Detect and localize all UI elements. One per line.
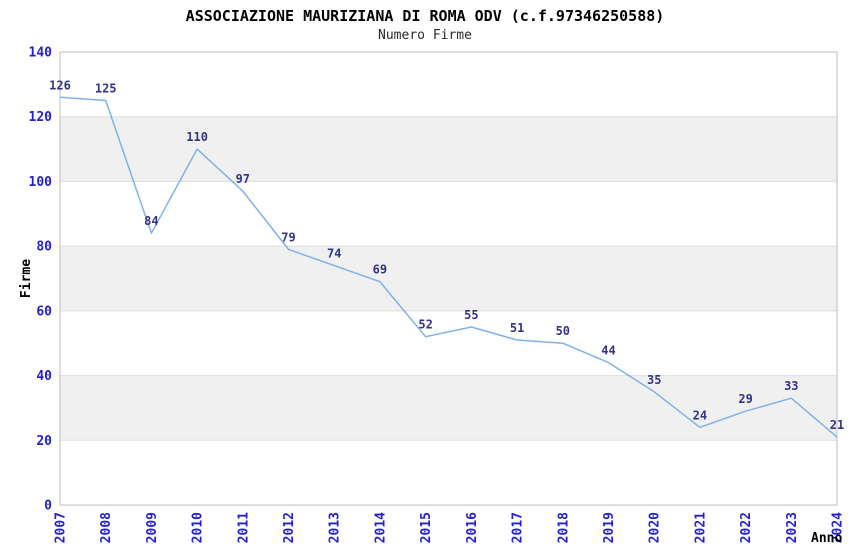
- x-tick-label: 2022: [739, 512, 754, 543]
- x-tick-label: 2017: [511, 512, 526, 543]
- data-label: 24: [693, 408, 707, 422]
- x-tick-label: 2011: [236, 512, 251, 543]
- data-label: 110: [186, 130, 208, 144]
- chart-title: ASSOCIAZIONE MAURIZIANA DI ROMA ODV (c.f…: [185, 7, 665, 25]
- y-tick-label: 0: [44, 499, 52, 514]
- x-axis-title: Anno: [811, 531, 842, 546]
- x-tick-label: 2009: [145, 512, 160, 543]
- data-label: 29: [738, 392, 752, 406]
- plot-border: [59, 51, 838, 506]
- x-tick-label: 2021: [693, 512, 708, 543]
- data-label: 125: [95, 82, 117, 96]
- data-label: 51: [510, 321, 524, 335]
- x-tick-label: 2013: [328, 512, 343, 543]
- x-tick-label: 2018: [556, 512, 571, 543]
- y-axis-title: Firme: [19, 259, 34, 298]
- y-tick-label: 60: [36, 304, 52, 319]
- data-label: 97: [236, 172, 250, 186]
- data-label: 84: [144, 214, 158, 228]
- plot-band: [60, 375, 837, 441]
- x-tick-label: 2015: [419, 512, 434, 543]
- x-tick-label: 2012: [282, 512, 297, 543]
- data-label: 52: [418, 318, 432, 332]
- x-tick-label: 2019: [602, 512, 617, 543]
- data-line: [59, 96, 838, 438]
- data-label: 69: [373, 263, 387, 277]
- data-label: 35: [647, 373, 661, 387]
- x-tick-label: 2023: [785, 512, 800, 543]
- y-tick-label: 100: [29, 175, 53, 190]
- plot-band: [60, 116, 837, 182]
- y-tick-label: 120: [29, 110, 53, 125]
- data-label: 33: [784, 379, 798, 393]
- chart-subtitle: Numero Firme: [378, 28, 472, 43]
- data-label: 44: [601, 344, 615, 358]
- x-tick-label: 2014: [373, 512, 388, 543]
- plot-band: [60, 246, 837, 311]
- data-label: 126: [49, 78, 71, 92]
- x-tick-label: 2016: [465, 512, 480, 543]
- data-label: 50: [556, 324, 570, 338]
- data-label: 55: [464, 308, 478, 322]
- x-tick-label: 2007: [54, 512, 69, 543]
- x-tick-label: 2020: [648, 512, 663, 543]
- data-label: 74: [327, 247, 341, 261]
- y-tick-label: 20: [36, 434, 52, 449]
- y-tick-label: 80: [36, 240, 52, 255]
- data-label: 79: [281, 230, 295, 244]
- x-tick-label: 2024: [831, 512, 846, 543]
- y-tick-label: 140: [29, 46, 53, 61]
- y-tick-label: 40: [36, 369, 52, 384]
- x-tick-label: 2008: [99, 512, 114, 543]
- data-label: 21: [830, 418, 844, 432]
- x-tick-label: 2010: [191, 512, 206, 543]
